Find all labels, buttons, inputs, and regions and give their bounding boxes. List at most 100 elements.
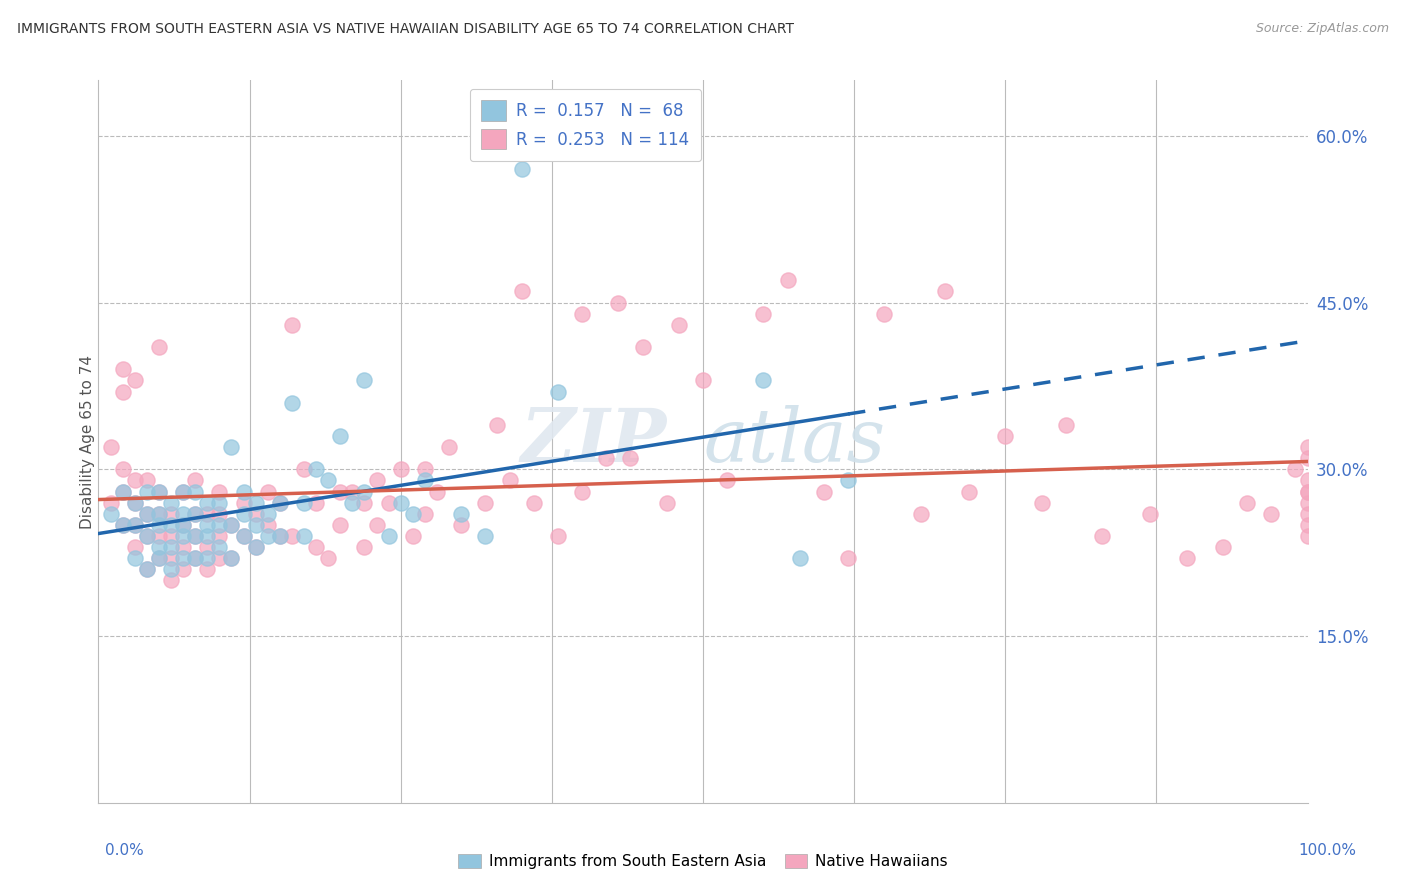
Point — [195, 496, 218, 510]
Point — [124, 540, 146, 554]
Point — [523, 496, 546, 510]
Point — [1296, 474, 1319, 488]
Point — [172, 517, 194, 532]
Legend: R =  0.157   N =  68, R =  0.253   N = 114: R = 0.157 N = 68, R = 0.253 N = 114 — [470, 88, 702, 161]
Point — [498, 474, 520, 488]
Point — [124, 517, 146, 532]
Point — [135, 529, 157, 543]
Point — [353, 540, 375, 554]
Point — [172, 562, 194, 576]
Point — [135, 562, 157, 576]
Point — [789, 551, 811, 566]
Point — [366, 517, 388, 532]
Point — [292, 529, 315, 543]
Point — [135, 562, 157, 576]
Text: Source: ZipAtlas.com: Source: ZipAtlas.com — [1256, 22, 1389, 36]
Point — [281, 395, 304, 409]
Point — [692, 373, 714, 387]
Point — [655, 496, 678, 510]
Point — [1296, 517, 1319, 532]
Point — [148, 340, 170, 354]
Point — [256, 507, 278, 521]
Point — [1054, 417, 1077, 432]
Point — [172, 529, 194, 543]
Point — [245, 496, 267, 510]
Point — [221, 551, 243, 566]
Point — [377, 496, 399, 510]
Point — [292, 496, 315, 510]
Text: IMMIGRANTS FROM SOUTH EASTERN ASIA VS NATIVE HAWAIIAN DISABILITY AGE 65 TO 74 CO: IMMIGRANTS FROM SOUTH EASTERN ASIA VS NA… — [17, 22, 794, 37]
Point — [1175, 551, 1198, 566]
Point — [607, 295, 630, 310]
Point — [813, 484, 835, 499]
Point — [221, 440, 243, 454]
Point — [269, 496, 291, 510]
Point — [195, 529, 218, 543]
Point — [100, 496, 122, 510]
Point — [413, 474, 436, 488]
Point — [1296, 484, 1319, 499]
Point — [172, 551, 194, 566]
Point — [135, 484, 157, 499]
Point — [208, 540, 231, 554]
Point — [281, 318, 304, 332]
Point — [571, 484, 593, 499]
Point — [148, 540, 170, 554]
Point — [148, 507, 170, 521]
Point — [135, 507, 157, 521]
Point — [486, 417, 509, 432]
Point — [994, 429, 1017, 443]
Point — [208, 551, 231, 566]
Point — [184, 529, 207, 543]
Point — [148, 484, 170, 499]
Point — [124, 373, 146, 387]
Point — [510, 285, 533, 299]
Point — [124, 496, 146, 510]
Point — [184, 529, 207, 543]
Point — [208, 529, 231, 543]
Point — [184, 507, 207, 521]
Point — [172, 540, 194, 554]
Point — [957, 484, 980, 499]
Text: 100.0%: 100.0% — [1299, 843, 1357, 858]
Point — [195, 540, 218, 554]
Point — [232, 507, 254, 521]
Point — [752, 307, 775, 321]
Point — [160, 574, 183, 588]
Point — [232, 529, 254, 543]
Point — [221, 551, 243, 566]
Point — [172, 507, 194, 521]
Point — [281, 529, 304, 543]
Point — [195, 562, 218, 576]
Point — [232, 496, 254, 510]
Point — [1260, 507, 1282, 521]
Point — [184, 507, 207, 521]
Point — [402, 507, 425, 521]
Point — [184, 551, 207, 566]
Point — [316, 551, 339, 566]
Point — [135, 529, 157, 543]
Text: ZIP: ZIP — [520, 405, 666, 478]
Point — [172, 484, 194, 499]
Point — [195, 507, 218, 521]
Point — [437, 440, 460, 454]
Point — [148, 529, 170, 543]
Point — [135, 474, 157, 488]
Point — [148, 507, 170, 521]
Point — [184, 551, 207, 566]
Point — [329, 517, 352, 532]
Point — [269, 529, 291, 543]
Point — [776, 273, 799, 287]
Point — [510, 162, 533, 177]
Point — [221, 517, 243, 532]
Point — [172, 484, 194, 499]
Point — [208, 507, 231, 521]
Point — [292, 462, 315, 476]
Point — [547, 529, 569, 543]
Y-axis label: Disability Age 65 to 74: Disability Age 65 to 74 — [80, 354, 94, 529]
Point — [160, 551, 183, 566]
Point — [256, 529, 278, 543]
Point — [269, 496, 291, 510]
Point — [668, 318, 690, 332]
Point — [221, 517, 243, 532]
